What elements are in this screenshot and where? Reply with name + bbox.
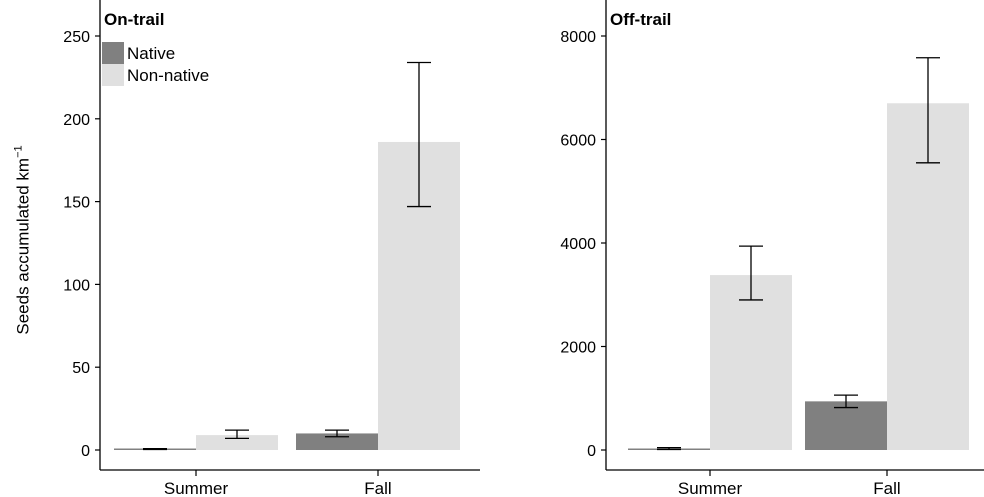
off-trail-x-tick-label: Fall xyxy=(873,479,900,497)
off-trail-x-tick-label: Summer xyxy=(678,479,743,497)
y-axis-label: Seeds accumulated km−1 xyxy=(13,145,34,334)
off-trail-panel-title: Off-trail xyxy=(610,10,671,29)
legend-label-non-native: Non-native xyxy=(127,66,209,85)
off-trail-y-tick-label: 4000 xyxy=(560,236,596,253)
y-axis-label-exponent: −1 xyxy=(12,145,25,158)
legend-label-native: Native xyxy=(127,44,175,63)
legend-swatch-native xyxy=(102,42,124,64)
on-trail-y-tick-label: 250 xyxy=(63,29,90,46)
off-trail-y-tick-label: 6000 xyxy=(560,133,596,150)
on-trail-y-tick-label: 0 xyxy=(81,443,90,460)
on-trail-bar-non-native-summer xyxy=(196,435,278,450)
legend-swatch-non-native xyxy=(102,64,124,86)
on-trail-bar-native-fall xyxy=(296,433,378,450)
y-axis-label-text: Seeds accumulated km xyxy=(13,157,33,335)
on-trail-y-tick-label: 200 xyxy=(63,112,90,129)
on-trail-panel-title: On-trail xyxy=(104,10,164,29)
off-trail-panel: 0 2000 4000 6000 8000 Summer Fall Off-trail xyxy=(560,0,984,497)
off-trail-bar-non-native-summer xyxy=(710,275,792,450)
off-trail-y-tick-label: 0 xyxy=(587,443,596,460)
on-trail-y-tick-label: 50 xyxy=(72,360,90,377)
off-trail-y-tick-label: 2000 xyxy=(560,340,596,357)
on-trail-x-tick-label: Summer xyxy=(164,479,229,497)
on-trail-y-tick-label: 150 xyxy=(63,195,90,212)
on-trail-panel: 0 50 100 150 200 250 Summer Fall On-trail Native N… xyxy=(63,0,480,497)
off-trail-bar-native-fall xyxy=(805,401,887,450)
off-trail-y-tick-label: 8000 xyxy=(560,29,596,46)
on-trail-y-tick-label: 100 xyxy=(63,277,90,294)
y-axis-label-wrap: Seeds accumulated km−1 xyxy=(8,120,38,360)
on-trail-x-tick-label: Fall xyxy=(364,479,391,497)
